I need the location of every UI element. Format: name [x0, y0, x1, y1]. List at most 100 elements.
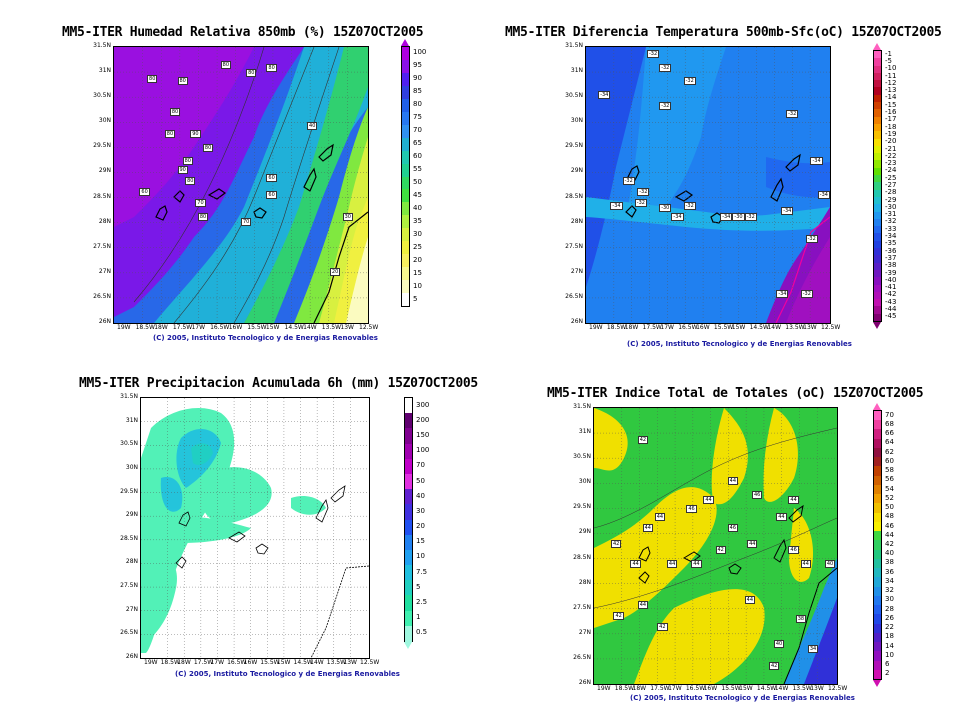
lon-label: 14.5W — [749, 324, 769, 331]
lat-label: 31.5N — [565, 42, 583, 49]
contour-label: 90 — [177, 165, 188, 174]
legend-label: 70 — [416, 461, 425, 470]
legend-label: 30 — [885, 595, 894, 604]
contour-label: 44 — [637, 601, 649, 610]
legend-swatch — [405, 443, 412, 460]
contour-label: -30 — [659, 204, 672, 213]
legend-label: 14 — [885, 641, 894, 650]
map-precip[interactable] — [140, 397, 370, 659]
lon-label: 19W — [597, 685, 611, 692]
legend-top-arrow — [401, 39, 409, 46]
contour-label: 80 — [202, 143, 214, 152]
lon-label: 18W — [177, 659, 191, 666]
lon-label: 17W — [210, 659, 225, 666]
contour-label: 80 — [182, 157, 193, 166]
lat-label: 31N — [578, 428, 591, 436]
legend-swatch — [405, 565, 412, 581]
lat-label: 30.5N — [93, 92, 111, 100]
tempdiff-field — [586, 47, 830, 323]
legend-swatch — [402, 72, 409, 87]
legend-label: 35 — [413, 216, 422, 225]
legend-swatch — [874, 475, 881, 486]
lat-label: 27.5N — [565, 242, 583, 250]
contour-label: -32 — [622, 176, 635, 185]
legend-label: -12 — [885, 78, 897, 87]
lon-label: 16W — [228, 324, 243, 331]
contour-label: -32 — [786, 110, 799, 119]
contour-label: 44 — [747, 540, 758, 549]
legend-swatch — [402, 124, 409, 139]
lon-label: 13W — [803, 324, 817, 331]
legend-label: 45 — [413, 190, 422, 199]
contour-label: 42 — [637, 435, 649, 444]
legend-swatch — [874, 153, 881, 161]
legend-label: -19 — [885, 129, 897, 138]
legend-label: -41 — [885, 283, 897, 292]
map-tempdiff[interactable]: -32 -32 -32 -34 -32 -32 -34 -30 -34 -32 -34 -30 -32-… — [585, 46, 831, 324]
legend-swatch — [402, 241, 409, 255]
humidity-field — [114, 47, 368, 323]
legend-swatch — [874, 512, 881, 523]
legend-swatch — [874, 651, 881, 661]
legend-label: 46 — [885, 521, 894, 530]
legend-swatch — [405, 534, 412, 551]
legend-swatch — [874, 484, 881, 495]
contour-label: -34 — [810, 157, 823, 166]
legend-label: 60 — [413, 152, 422, 161]
contour-label: -34 — [610, 201, 623, 210]
lat-label: 27.5N — [93, 242, 111, 250]
legend-bottom-arrow — [873, 322, 881, 329]
contour-label: 44 — [666, 559, 678, 568]
lat-label: 26N — [98, 318, 111, 325]
contour-label: 42 — [768, 661, 780, 670]
contour-label: 44 — [776, 512, 787, 521]
contour-label: 42 — [611, 540, 622, 549]
contour-label: 42 — [613, 612, 624, 621]
contour-label: -34 — [781, 207, 794, 216]
legend-label: 5 — [413, 294, 418, 303]
contour-label: -32 — [800, 289, 813, 298]
legend-swatch — [405, 610, 412, 627]
lon-label: 15W — [731, 324, 746, 331]
legend-swatch — [874, 632, 881, 643]
lon-label: 13W — [343, 659, 357, 666]
legend-label: 40 — [416, 491, 425, 500]
contour-label: 90 — [190, 129, 201, 138]
legend-swatch — [874, 233, 881, 242]
legend-label: 15 — [413, 268, 422, 277]
lat-label: 29.5N — [93, 142, 111, 150]
map-totals[interactable]: 42 44 46 44 44 46 44 44 46 44 46 42 44 44 44 42 44 44 40 44… — [593, 407, 838, 685]
legend-swatch — [874, 182, 881, 191]
contour-label: 46 — [788, 546, 799, 554]
legend-label: -24 — [885, 166, 897, 175]
legend-label: 66 — [885, 429, 894, 438]
lat-label: 26.5N — [93, 292, 111, 300]
legend-swatch — [874, 284, 881, 293]
legend-swatch — [402, 189, 409, 203]
legend-label: 40 — [885, 549, 894, 558]
legend-swatch — [874, 669, 881, 680]
lon-label: 14.5W — [284, 324, 304, 331]
legend-label: 20 — [413, 255, 422, 264]
legend-label: -28 — [885, 188, 897, 197]
legend-label: -32 — [885, 217, 897, 226]
lat-label: 26.5N — [565, 292, 583, 300]
lon-label: 12.5W — [360, 659, 380, 666]
legend-swatch — [405, 489, 412, 505]
legend-swatch — [405, 519, 412, 536]
panel-title: MM5-ITER Precipitacion Acumulada 6h (mm)… — [79, 376, 478, 391]
legend-swatch — [874, 248, 881, 256]
contour-label: 80 — [164, 129, 176, 138]
contour-label: 46 — [727, 523, 739, 532]
legend-label: 25 — [413, 242, 422, 251]
legend-label: 28 — [885, 604, 894, 613]
contour-label: 20 — [329, 267, 341, 276]
lat-label: 31.5N — [120, 393, 138, 400]
legend-swatch — [405, 428, 412, 445]
panel-title: MM5-ITER Indice Total de Totales (oC) 15… — [547, 386, 924, 401]
legend-label: -36 — [885, 246, 897, 255]
lon-label: 19W — [589, 324, 603, 331]
contour-label: 44 — [642, 523, 653, 532]
map-humidity[interactable]: 80 80 80 80 80 80 80 90 80 80 90 80 60 80 70 70 60 60 40 30… — [113, 46, 369, 324]
legend-label: 48 — [885, 512, 894, 521]
